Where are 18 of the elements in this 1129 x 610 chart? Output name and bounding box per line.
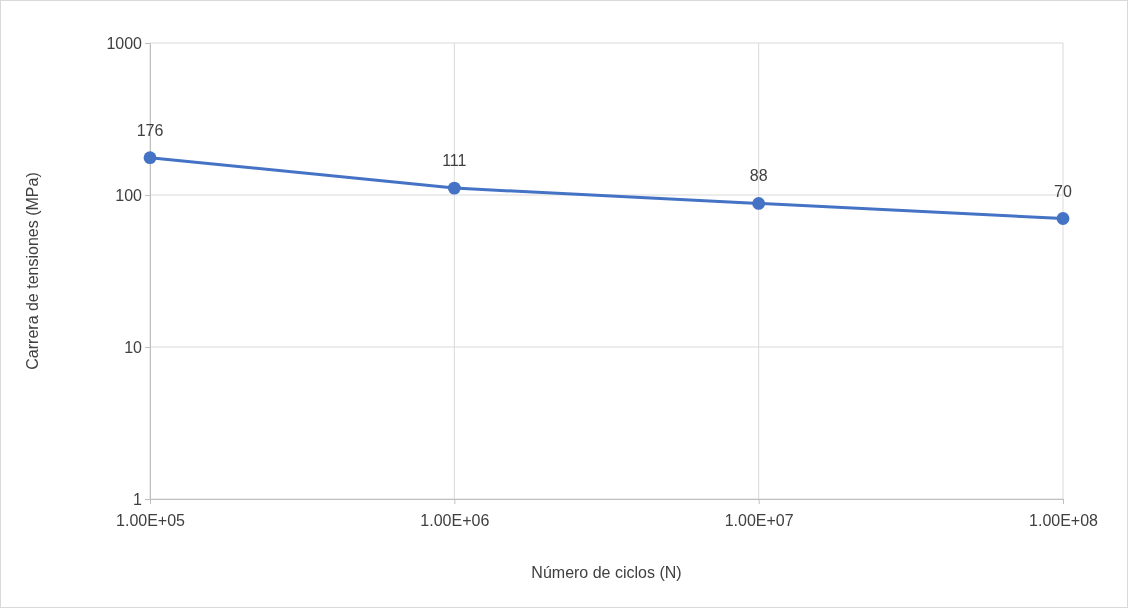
data-label: 176: [136, 121, 164, 139]
point: [143, 151, 157, 165]
y-tick-label: 100: [115, 186, 143, 204]
data-label: 70: [1054, 182, 1072, 200]
x-tick-label: 1.00E+07: [724, 512, 794, 530]
point: [1056, 212, 1070, 225]
point: [447, 181, 461, 195]
x-tick-label: 1.00E+06: [420, 512, 490, 530]
x-axis-title: Número de ciclos (N): [531, 564, 682, 581]
y-tick-label: 1: [133, 490, 143, 508]
x-tick-label: 1.00E+05: [116, 512, 186, 530]
y-axis-title: Carrera de tensiones (MPa): [24, 172, 41, 370]
y-tick-label: 10: [124, 338, 143, 356]
x-tick-label: 1.00E+08: [1029, 512, 1099, 530]
data-label: 111: [442, 152, 467, 170]
y-tick-label: 1000: [106, 34, 143, 52]
point: [752, 197, 766, 210]
data-label: 88: [749, 167, 768, 185]
